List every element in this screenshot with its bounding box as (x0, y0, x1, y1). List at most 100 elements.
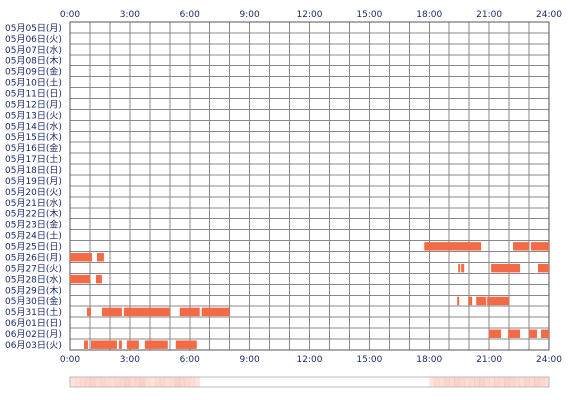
summary-strip-border (69, 376, 550, 388)
hour-tick-label-top: 15:00 (356, 10, 382, 20)
summary-bin (524, 377, 530, 387)
sleep-segment (541, 329, 549, 338)
day-label: 05月12日(月) (5, 99, 62, 110)
sleep-segment (513, 242, 530, 251)
sleep-segment (86, 307, 91, 317)
day-label: 05月20日(火) (5, 187, 62, 198)
summary-bin (164, 377, 171, 387)
sleep-segment (95, 274, 102, 284)
sleep-segment (487, 296, 510, 306)
plot-border (69, 21, 550, 351)
day-label: 05月25日(日) (5, 242, 62, 253)
hour-tick-label-top: 6:00 (180, 10, 200, 20)
summary-bin (154, 377, 161, 387)
sleep-segment (123, 307, 170, 317)
summary-bin (70, 377, 76, 387)
sleep-segment (83, 340, 88, 349)
hour-tick-label-bottom: 0:00 (60, 355, 80, 365)
sleep-segment (476, 296, 487, 306)
hour-tick-label-top: 3:00 (120, 10, 140, 20)
summary-bin (114, 377, 121, 387)
sleep-segment (126, 340, 139, 349)
sleep-segment (457, 296, 460, 306)
summary-bin (489, 377, 495, 387)
sleep-segment (179, 307, 200, 317)
day-label: 05月10日(土) (5, 77, 62, 89)
summary-bin (504, 377, 510, 387)
summary-bin (179, 377, 186, 387)
summary-strip (69, 376, 550, 388)
day-label: 05月05日(月) (5, 23, 62, 34)
sleep-segment (101, 307, 122, 317)
hour-tick-label-top: 9:00 (240, 10, 260, 20)
sleep-segment (531, 242, 549, 251)
summary-bin (499, 377, 505, 387)
hour-tick-label-top: 24:00 (536, 10, 562, 20)
day-label: 05月18日(日) (5, 165, 62, 176)
chart-grid (69, 21, 550, 351)
sleep-segment (491, 263, 521, 273)
day-label: 06月01日(日) (5, 318, 62, 329)
sleep-segment (90, 340, 117, 349)
summary-bin (139, 377, 146, 387)
hour-tick-label-bottom: 6:00 (180, 355, 200, 365)
summary-bin (534, 377, 540, 387)
hour-tick-label-top: 21:00 (476, 10, 502, 20)
sleep-segment (458, 263, 461, 273)
hour-tick-label-top: 12:00 (297, 10, 323, 20)
summary-bin (79, 377, 86, 387)
sleep-segment (118, 340, 122, 349)
summary-bin (539, 377, 545, 387)
summary-bin (124, 377, 131, 387)
summary-bin (519, 377, 525, 387)
summary-bin (484, 377, 490, 387)
chart-labels: 0:00 0:00 3:00 3:00 6:00 6:00 9:00 9:00 12:00 12:… (5, 10, 562, 365)
day-label: 05月30日(金) (5, 295, 62, 307)
summary-bin (514, 377, 520, 387)
summary-bin (134, 377, 141, 387)
day-label: 06月03日(火) (5, 340, 62, 351)
sleep-segment (489, 329, 502, 338)
summary-bin (494, 377, 500, 387)
summary-bin (449, 377, 455, 387)
summary-bin (129, 377, 136, 387)
hour-tick-label-bottom: 18:00 (416, 355, 442, 365)
summary-bin (184, 377, 191, 387)
day-label: 05月13日(火) (5, 110, 62, 121)
summary-bin (89, 377, 96, 387)
summary-bin (174, 377, 181, 387)
day-label: 05月19日(月) (5, 176, 62, 187)
summary-bin (104, 377, 111, 387)
day-label: 05月11日(日) (5, 89, 62, 100)
day-label: 05月08日(木) (5, 55, 62, 67)
summary-bin (474, 377, 480, 387)
summary-bin (434, 377, 440, 387)
summary-bin (144, 377, 151, 387)
hour-tick-label-bottom: 9:00 (240, 355, 260, 365)
sleep-segment (508, 329, 521, 338)
summary-bin (464, 377, 470, 387)
day-label: 05月29日(木) (5, 284, 62, 296)
sleep-segment (144, 340, 168, 349)
summary-bin (84, 377, 91, 387)
sleep-segment (175, 340, 197, 349)
sleep-segment (70, 253, 92, 262)
summary-bin (109, 377, 116, 387)
summary-bin (454, 377, 460, 387)
chart-bars (70, 242, 549, 349)
sleep-segment (70, 274, 90, 284)
day-label: 05月23日(金) (5, 219, 62, 231)
summary-bin (469, 377, 475, 387)
day-label: 05月28日(水) (5, 273, 62, 285)
summary-bin (429, 377, 435, 387)
day-label: 05月09日(金) (5, 66, 62, 78)
day-label: 05月26日(月) (5, 252, 62, 263)
day-label: 06月02日(月) (5, 329, 62, 340)
sleep-segment (201, 307, 230, 317)
day-label: 05月07日(水) (5, 44, 62, 56)
hour-tick-label-bottom: 3:00 (120, 355, 140, 365)
summary-bin (459, 377, 465, 387)
summary-bin (74, 377, 81, 387)
summary-bin (444, 377, 450, 387)
